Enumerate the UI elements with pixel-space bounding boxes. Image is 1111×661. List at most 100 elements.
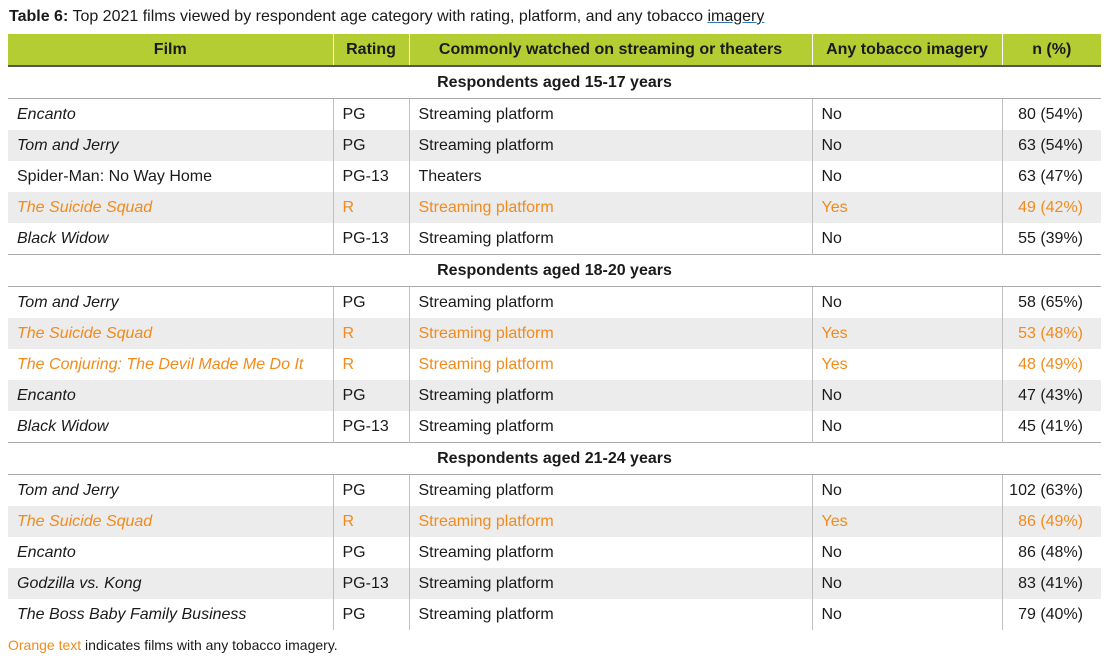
n-cell: 80 (54%) [1001,98,1101,130]
group-title: Respondents aged 21-24 years [8,442,1101,475]
tobacco-cell: No [811,286,1002,318]
rating-cell: PG [332,286,409,318]
film-cell: Encanto [8,537,333,568]
film-cell: Encanto [8,98,333,130]
film-cell: Tom and Jerry [8,130,333,161]
table-row: Encanto PG Streaming platform No 80 (54%) [8,98,1101,130]
rating-cell: PG-13 [332,223,409,255]
film-cell: Tom and Jerry [8,474,333,506]
group-title: Respondents aged 18-20 years [8,254,1101,287]
platform-cell: Streaming platform [408,568,812,599]
table-row: The Suicide Squad R Streaming platform Yes 8… [8,506,1101,537]
platform-cell: Streaming platform [408,599,812,630]
table-row: Godzilla vs. Kong PG-13 Streaming platform… [8,568,1101,599]
table-row: Spider-Man: No Way Home PG-13 Theaters No 63… [8,161,1101,192]
n-cell: 48 (49%) [1001,349,1101,380]
footnote: Orange text indicates films with any tob… [8,637,338,653]
rating-cell: PG [332,537,409,568]
group-row: Respondents aged 18-20 years [8,254,1101,287]
platform-cell: Streaming platform [408,192,812,223]
n-cell: 86 (49%) [1001,506,1101,537]
n-cell: 63 (54%) [1001,130,1101,161]
group-row: Respondents aged 21-24 years [8,442,1101,475]
table-row: Tom and Jerry PG Streaming platform No 63 (5… [8,130,1101,161]
platform-cell: Theaters [408,161,812,192]
tobacco-cell: No [811,223,1002,255]
film-cell: Spider-Man: No Way Home [8,161,333,192]
tobacco-cell: No [811,568,1002,599]
film-cell: The Conjuring: The Devil Made Me Do It [8,349,333,380]
n-cell: 55 (39%) [1001,223,1101,255]
table-row: The Conjuring: The Devil Made Me Do It R S… [8,349,1101,380]
table-row: The Suicide Squad R Streaming platform Yes 5… [8,318,1101,349]
platform-cell: Streaming platform [408,98,812,130]
tobacco-cell: Yes [811,318,1002,349]
films-table: Film Rating Commonly watched on streamin… [8,34,1101,630]
header-film: Film [8,34,333,67]
platform-cell: Streaming platform [408,474,812,506]
header-platform: Commonly watched on streaming or theater… [408,34,812,67]
n-cell: 79 (40%) [1001,599,1101,630]
rating-cell: PG [332,474,409,506]
n-cell: 83 (41%) [1001,568,1101,599]
platform-cell: Streaming platform [408,506,812,537]
film-cell: Black Widow [8,411,333,443]
rating-cell: R [332,192,409,223]
platform-cell: Streaming platform [408,411,812,443]
rating-cell: R [332,506,409,537]
tobacco-cell: No [811,599,1002,630]
n-cell: 45 (41%) [1001,411,1101,443]
table-row: Tom and Jerry PG Streaming platform No 102 (… [8,474,1101,506]
platform-cell: Streaming platform [408,130,812,161]
rating-cell: R [332,318,409,349]
table-row: Encanto PG Streaming platform No 47 (43%) [8,380,1101,411]
film-cell: Encanto [8,380,333,411]
rating-cell: PG-13 [332,411,409,443]
platform-cell: Streaming platform [408,286,812,318]
table-row: Encanto PG Streaming platform No 86 (48%) [8,537,1101,568]
n-cell: 58 (65%) [1001,286,1101,318]
table-row: Tom and Jerry PG Streaming platform No 58 (6… [8,286,1101,318]
tobacco-cell: No [811,537,1002,568]
n-cell: 86 (48%) [1001,537,1101,568]
tobacco-cell: No [811,380,1002,411]
table-row: The Boss Baby Family Business PG Streaming… [8,599,1101,630]
n-cell: 49 (42%) [1001,192,1101,223]
platform-cell: Streaming platform [408,380,812,411]
table-body: Respondents aged 15-17 years Encanto PG Str… [8,65,1101,630]
film-cell: Tom and Jerry [8,286,333,318]
footnote-rest: indicates films with any tobacco imagery… [81,637,338,653]
table-row: The Suicide Squad R Streaming platform Yes 4… [8,192,1101,223]
header-rating: Rating [332,34,409,67]
table-caption: Table 6: Top 2021 films viewed by respon… [9,8,764,26]
tobacco-cell: Yes [811,192,1002,223]
group-title: Respondents aged 15-17 years [8,65,1101,99]
header-row: Film Rating Commonly watched on streamin… [8,34,1101,67]
table-row: Black Widow PG-13 Streaming platform No 45 (… [8,411,1101,443]
n-cell: 47 (43%) [1001,380,1101,411]
film-cell: Black Widow [8,223,333,255]
rating-cell: PG [332,130,409,161]
tobacco-cell: No [811,411,1002,443]
platform-cell: Streaming platform [408,537,812,568]
table-number: Table 6: [9,8,69,25]
film-cell: Godzilla vs. Kong [8,568,333,599]
caption-text: Top 2021 films viewed by respondent age … [68,8,708,25]
tobacco-cell: No [811,98,1002,130]
film-cell: The Boss Baby Family Business [8,599,333,630]
rating-cell: PG [332,98,409,130]
platform-cell: Streaming platform [408,223,812,255]
platform-cell: Streaming platform [408,349,812,380]
tobacco-cell: No [811,474,1002,506]
n-cell: 63 (47%) [1001,161,1101,192]
footnote-orange-text: Orange text [8,637,82,653]
rating-cell: PG-13 [332,161,409,192]
tobacco-cell: No [811,130,1002,161]
rating-cell: PG [332,380,409,411]
tobacco-cell: No [811,161,1002,192]
header-n: n (%) [1001,34,1101,67]
tobacco-cell: Yes [811,349,1002,380]
n-cell: 53 (48%) [1001,318,1101,349]
film-cell: The Suicide Squad [8,318,333,349]
rating-cell: PG [332,599,409,630]
